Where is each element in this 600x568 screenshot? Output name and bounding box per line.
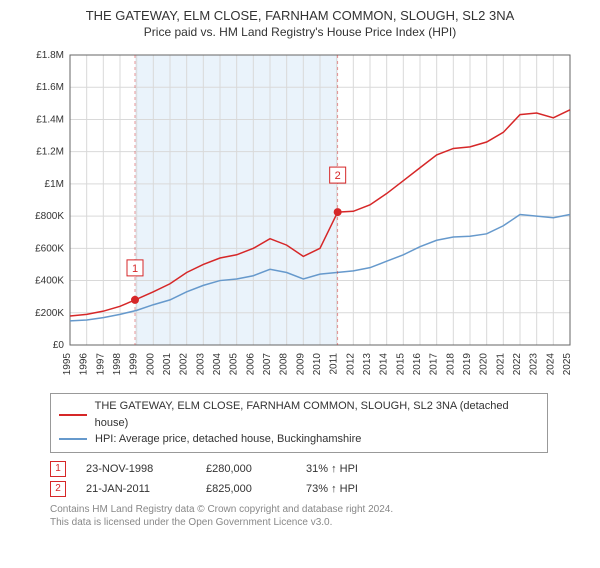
transaction-price: £825,000 [206, 483, 306, 495]
transaction-date: 21-JAN-2011 [86, 483, 206, 495]
legend-label: HPI: Average price, detached house, Buck… [95, 431, 361, 448]
svg-text:2013: 2013 [362, 353, 373, 376]
svg-text:£0: £0 [53, 340, 65, 351]
svg-text:2021: 2021 [495, 353, 506, 376]
svg-text:2004: 2004 [212, 353, 223, 376]
svg-text:2003: 2003 [195, 353, 206, 376]
table-row: 1 23-NOV-1998 £280,000 31% ↑ HPI [50, 461, 600, 477]
svg-text:2006: 2006 [245, 353, 256, 376]
svg-text:£1.4M: £1.4M [36, 114, 64, 125]
svg-text:1996: 1996 [79, 353, 90, 376]
svg-text:2024: 2024 [545, 353, 556, 376]
legend-row: HPI: Average price, detached house, Buck… [59, 431, 539, 448]
svg-text:2023: 2023 [529, 353, 540, 376]
svg-text:£1.6M: £1.6M [36, 82, 64, 93]
svg-text:2025: 2025 [562, 353, 573, 376]
svg-text:1999: 1999 [129, 353, 140, 376]
legend-box: THE GATEWAY, ELM CLOSE, FARNHAM COMMON, … [50, 393, 548, 453]
svg-text:2016: 2016 [412, 353, 423, 376]
transaction-date: 23-NOV-1998 [86, 463, 206, 475]
footer-line: Contains HM Land Registry data © Crown c… [50, 503, 600, 516]
svg-text:2007: 2007 [262, 353, 273, 376]
svg-text:£1M: £1M [45, 179, 64, 190]
svg-text:2000: 2000 [145, 353, 156, 376]
legend-label: THE GATEWAY, ELM CLOSE, FARNHAM COMMON, … [95, 398, 539, 431]
legend-swatch [59, 438, 87, 440]
svg-text:2009: 2009 [295, 353, 306, 376]
svg-text:2020: 2020 [479, 353, 490, 376]
svg-text:1: 1 [132, 263, 138, 275]
legend-row: THE GATEWAY, ELM CLOSE, FARNHAM COMMON, … [59, 398, 539, 431]
svg-text:2011: 2011 [329, 353, 340, 375]
svg-text:2001: 2001 [162, 353, 173, 376]
svg-text:£600K: £600K [35, 243, 64, 254]
chart-subtitle: Price paid vs. HM Land Registry's House … [40, 25, 560, 39]
table-row: 2 21-JAN-2011 £825,000 73% ↑ HPI [50, 481, 600, 497]
svg-text:2019: 2019 [462, 353, 473, 376]
svg-text:2018: 2018 [445, 353, 456, 376]
svg-text:£1.2M: £1.2M [36, 147, 64, 158]
marker-box: 2 [50, 481, 66, 497]
svg-text:2005: 2005 [229, 353, 240, 376]
svg-text:2008: 2008 [279, 353, 290, 376]
chart-area: £0 £200K £400K £600K £800K £1M £1.2M £1.4M £1.6M… [20, 45, 580, 385]
transaction-table: 1 23-NOV-1998 £280,000 31% ↑ HPI 2 21-JA… [50, 461, 600, 497]
svg-text:£200K: £200K [35, 308, 64, 319]
svg-text:2017: 2017 [429, 353, 440, 376]
svg-text:1998: 1998 [112, 353, 123, 376]
marker-box: 1 [50, 461, 66, 477]
svg-text:£1.8M: £1.8M [36, 50, 64, 61]
legend-swatch [59, 414, 87, 416]
svg-text:2014: 2014 [379, 353, 390, 376]
svg-text:2002: 2002 [179, 353, 190, 376]
chart-title: THE GATEWAY, ELM CLOSE, FARNHAM COMMON, … [40, 8, 560, 23]
footer-copyright: Contains HM Land Registry data © Crown c… [50, 503, 600, 529]
svg-text:2015: 2015 [395, 353, 406, 376]
chart-svg: £0 £200K £400K £600K £800K £1M £1.2M £1.4M £1.6M… [20, 45, 580, 385]
svg-text:2012: 2012 [345, 353, 356, 376]
transaction-hpi: 31% ↑ HPI [306, 463, 406, 475]
svg-text:£400K: £400K [35, 276, 64, 287]
transaction-hpi: 73% ↑ HPI [306, 483, 406, 495]
transaction-price: £280,000 [206, 463, 306, 475]
svg-text:2010: 2010 [312, 353, 323, 376]
footer-line: This data is licensed under the Open Gov… [50, 516, 600, 529]
svg-text:2: 2 [335, 170, 341, 182]
svg-text:£800K: £800K [35, 211, 64, 222]
svg-text:1997: 1997 [95, 353, 106, 376]
svg-text:1995: 1995 [62, 353, 73, 376]
svg-text:2022: 2022 [512, 353, 523, 376]
